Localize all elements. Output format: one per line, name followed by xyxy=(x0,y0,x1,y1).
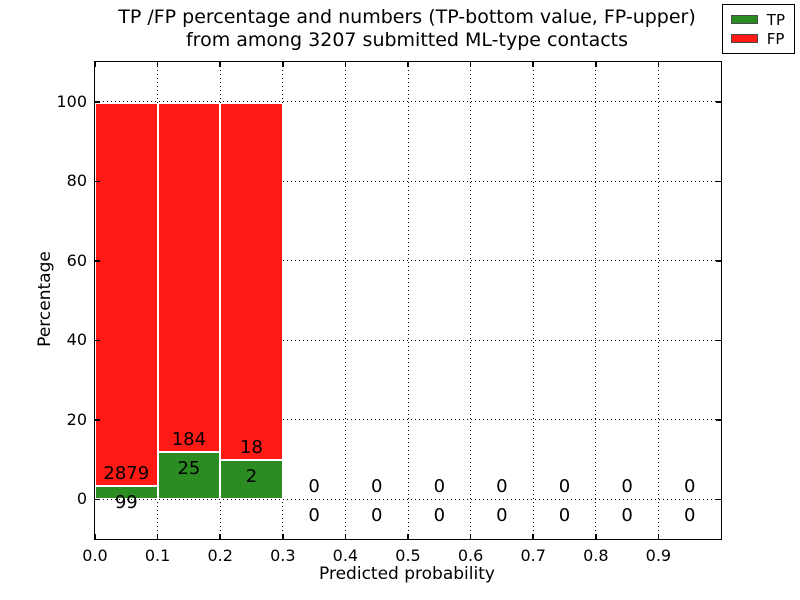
y-tick-mark-right xyxy=(716,260,721,262)
x-tick-mark-bottom xyxy=(469,534,472,539)
fp-count-label: 0 xyxy=(558,476,571,498)
chart-title-line2: from among 3207 submitted ML-type contac… xyxy=(185,29,629,51)
chart-title-line1: TP /FP percentage and numbers (TP-bottom… xyxy=(118,6,696,28)
tp-count-label: 99 xyxy=(114,492,138,514)
y-tick-mark-left xyxy=(95,498,100,500)
fp-count-label: 0 xyxy=(621,476,633,498)
x-tick-mark-bottom xyxy=(532,534,534,539)
y-tick-mark-right xyxy=(716,419,721,421)
x-tick-mark-bottom xyxy=(219,534,221,539)
tp-count-label: 0 xyxy=(496,505,508,527)
tp-count-label: 0 xyxy=(433,505,446,527)
x-tick-label: 0.1 xyxy=(144,546,171,565)
x-tick-label: 0.7 xyxy=(520,546,546,565)
fp-count-label: 184 xyxy=(171,428,207,450)
y-axis-label: Percentage xyxy=(35,251,55,347)
x-tick-mark-top xyxy=(532,62,534,67)
x-tick-mark-top xyxy=(657,62,660,67)
x-tick-mark-bottom xyxy=(282,534,284,539)
fp-count-label: 0 xyxy=(433,476,446,498)
y-tick-mark-right xyxy=(716,101,721,103)
chart-title: TP /FP percentage and numbers (TP-bottom… xyxy=(94,6,720,52)
tp-count-label: 0 xyxy=(370,505,383,527)
bar-tp-segment xyxy=(95,486,158,500)
y-tick-label: 20 xyxy=(66,409,87,429)
legend-entry-fp: FP xyxy=(730,29,785,48)
tp-count-label: 25 xyxy=(177,457,201,479)
x-tick-mark-bottom xyxy=(407,534,409,539)
gridline-vertical xyxy=(282,62,284,539)
y-tick-mark-left xyxy=(95,339,100,341)
legend-entry-tp: TP xyxy=(730,10,785,29)
x-tick-mark-bottom xyxy=(156,534,159,539)
bar-fp-segment xyxy=(220,102,283,460)
x-tick-mark-bottom xyxy=(94,534,96,539)
bar-tp-segment xyxy=(157,451,221,500)
tp-count-label: 0 xyxy=(621,505,633,527)
fp-count-label: 0 xyxy=(308,476,320,498)
fp-count-label: 0 xyxy=(683,476,696,498)
tp-count-label: 0 xyxy=(308,505,320,527)
bar-tp-segment xyxy=(220,459,283,500)
x-tick-mark-top xyxy=(156,62,159,67)
fp-count-label: 0 xyxy=(370,476,383,498)
x-tick-label: 0.9 xyxy=(645,546,672,565)
y-tick-mark-right xyxy=(716,180,721,182)
x-tick-mark-bottom xyxy=(344,534,347,539)
legend: TP FP xyxy=(721,4,795,54)
y-tick-mark-right xyxy=(716,498,721,500)
y-tick-label: 40 xyxy=(66,330,87,350)
plot-area: 2879 99 184 25 18 2 0 0 0 0 0 0 0 0 0 0 0 0 0 0 0.0 0.1 0.2 0.3… xyxy=(56,61,722,565)
tp-count-label: 0 xyxy=(683,505,696,527)
x-tick-mark-top xyxy=(595,62,597,67)
legend-swatch-fp xyxy=(730,34,758,43)
x-tick-label: 0.0 xyxy=(82,546,108,565)
x-tick-label: 0.4 xyxy=(332,546,359,565)
y-tick-mark-left xyxy=(95,180,100,182)
fp-count-label: 2879 xyxy=(103,463,150,485)
x-tick-mark-top xyxy=(407,62,409,67)
fp-count-label: 18 xyxy=(240,436,263,458)
x-tick-label: 0.3 xyxy=(270,546,296,565)
x-tick-mark-bottom xyxy=(657,534,660,539)
legend-label-tp: TP xyxy=(766,10,785,29)
y-tick-label: 80 xyxy=(66,171,87,191)
gridline-vertical xyxy=(407,62,409,539)
y-tick-mark-left xyxy=(95,101,100,103)
legend-label-fp: FP xyxy=(766,29,785,48)
x-tick-mark-top xyxy=(94,62,96,67)
x-tick-mark-top xyxy=(469,62,472,67)
x-tick-label: 0.5 xyxy=(395,546,421,565)
fp-count-label: 0 xyxy=(496,476,508,498)
x-tick-mark-top xyxy=(219,62,221,67)
y-tick-label: 100 xyxy=(56,91,87,111)
gridline-vertical xyxy=(470,62,472,539)
gridline-vertical xyxy=(595,62,597,539)
y-tick-mark-left xyxy=(95,260,100,262)
gridline-vertical xyxy=(657,62,659,539)
y-tick-mark-left xyxy=(95,419,100,421)
x-axis-label: Predicted probability xyxy=(319,564,495,584)
x-tick-label: 0.6 xyxy=(457,546,484,565)
gridline-vertical xyxy=(344,62,346,539)
x-tick-mark-top xyxy=(344,62,347,67)
x-tick-mark-top xyxy=(282,62,284,67)
x-tick-label: 0.2 xyxy=(207,546,233,565)
y-tick-label: 60 xyxy=(66,250,87,270)
bar-fp-segment xyxy=(157,102,221,452)
tp-count-label: 2 xyxy=(245,465,258,487)
x-tick-mark-bottom xyxy=(595,534,597,539)
gridline-vertical xyxy=(532,62,534,539)
y-tick-label: 0 xyxy=(76,489,87,509)
bar-fp-segment xyxy=(95,102,158,487)
x-tick-label: 0.8 xyxy=(583,546,609,565)
tp-count-label: 0 xyxy=(558,505,571,527)
y-tick-mark-right xyxy=(716,339,721,341)
legend-swatch-tp xyxy=(730,15,758,24)
